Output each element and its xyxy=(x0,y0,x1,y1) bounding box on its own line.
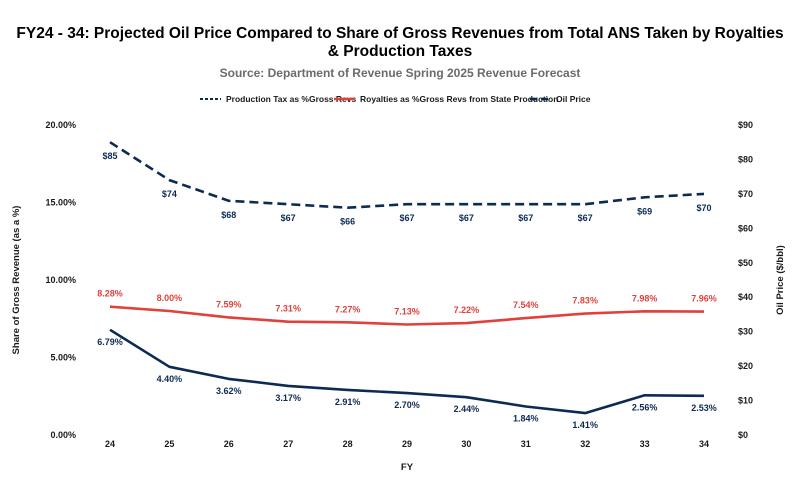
data-label-oil-price: $67 xyxy=(518,213,533,223)
data-label-oil-price: $68 xyxy=(221,210,236,220)
chart-subtitle: Source: Department of Revenue Spring 202… xyxy=(220,66,581,80)
right-axis-tick-label: $10 xyxy=(738,396,753,406)
data-label-oil-price: $66 xyxy=(340,217,355,227)
legend-label-royalties: Royalties as %Gross Revs from State Prod… xyxy=(360,94,558,104)
x-axis-tick-label: 25 xyxy=(164,439,174,449)
right-axis-tick-label: $40 xyxy=(738,292,753,302)
x-axis-tick-label: 24 xyxy=(105,439,115,449)
data-label-production-tax-as-gross-revs: 1.41% xyxy=(572,420,598,430)
data-label-royalties-as-gross-revs-from-state-production: 7.22% xyxy=(454,305,480,315)
data-label-production-tax-as-gross-revs: 2.91% xyxy=(335,397,361,407)
data-label-production-tax-as-gross-revs: 3.17% xyxy=(275,393,301,403)
right-axis-tick-label: $30 xyxy=(738,327,753,337)
left-axis-tick-label: 0.00% xyxy=(50,430,76,440)
x-axis-label: FY xyxy=(401,462,414,473)
data-label-royalties-as-gross-revs-from-state-production: 7.27% xyxy=(335,304,361,314)
right-axis-tick-label: $60 xyxy=(738,223,753,233)
data-label-royalties-as-gross-revs-from-state-production: 7.59% xyxy=(216,299,242,309)
chart-title-line-1: FY24 - 34: Projected Oil Price Compared … xyxy=(16,25,783,42)
right-axis-tick-label: $0 xyxy=(738,430,748,440)
data-label-production-tax-as-gross-revs: 2.44% xyxy=(454,404,480,414)
data-label-production-tax-as-gross-revs: 2.53% xyxy=(691,403,717,413)
right-axis-ticks: $0 $10 $20 $30 $40 $50 $60 $70 $80 $90 xyxy=(738,120,753,440)
x-axis-tick-label: 29 xyxy=(402,439,412,449)
left-axis-tick-label: 10.00% xyxy=(45,275,76,285)
left-axis-ticks: 0.00% 5.00% 10.00% 15.00% 20.00% xyxy=(45,120,76,440)
data-label-oil-price: $67 xyxy=(281,213,296,223)
x-axis-tick-label: 34 xyxy=(699,439,709,449)
series-line-oil-price xyxy=(109,141,705,209)
data-labels: 6.79% 4.40% 3.62% 3.17% 2.91% 2.70% 2.44% 1.84%… xyxy=(97,151,717,430)
legend-label-oil-price: Oil Price xyxy=(556,94,591,104)
series-line-production-tax-as-gross-revs xyxy=(109,328,705,415)
right-axis-tick-label: $70 xyxy=(738,189,753,199)
right-axis-tick-label: $50 xyxy=(738,258,753,268)
data-label-royalties-as-gross-revs-from-state-production: 7.54% xyxy=(513,300,539,310)
x-axis-tick-label: 32 xyxy=(580,439,590,449)
data-label-oil-price: $67 xyxy=(578,213,593,223)
right-axis-tick-label: $20 xyxy=(738,361,753,371)
series-line-royalties-as-gross-revs-from-state-production xyxy=(109,305,705,326)
data-label-production-tax-as-gross-revs: 2.56% xyxy=(632,402,658,412)
data-label-production-tax-as-gross-revs: 2.70% xyxy=(394,400,420,410)
right-axis-tick-label: $90 xyxy=(738,120,753,130)
right-axis-label: Oil Price ($/bbl) xyxy=(775,245,786,315)
left-axis-label: Share of Gross Revenue (as a %) xyxy=(11,206,22,355)
data-label-royalties-as-gross-revs-from-state-production: 8.00% xyxy=(157,293,183,303)
x-axis-tick-label: 30 xyxy=(461,439,471,449)
x-axis-tick-label: 33 xyxy=(640,439,650,449)
data-label-oil-price: $69 xyxy=(637,206,652,216)
data-label-oil-price: $85 xyxy=(102,151,117,161)
chart-title-line-2: & Production Taxes xyxy=(328,43,472,60)
left-axis-tick-label: 5.00% xyxy=(50,353,76,363)
left-axis-tick-label: 20.00% xyxy=(45,120,76,130)
x-axis-tick-label: 26 xyxy=(224,439,234,449)
data-label-royalties-as-gross-revs-from-state-production: 8.28% xyxy=(97,289,123,299)
x-axis-tick-label: 27 xyxy=(283,439,293,449)
data-label-royalties-as-gross-revs-from-state-production: 7.31% xyxy=(275,304,301,314)
data-label-royalties-as-gross-revs-from-state-production: 7.96% xyxy=(691,294,717,304)
x-axis-ticks: 24 25 26 27 28 29 30 31 32 33 34 xyxy=(105,439,709,449)
legend-label-production-tax: Production Tax as %Gross Revs xyxy=(226,94,356,104)
data-label-production-tax-as-gross-revs: 6.79% xyxy=(97,337,123,347)
data-label-production-tax-as-gross-revs: 1.84% xyxy=(513,413,539,423)
chart-legend: Production Tax as %Gross Revs Royalties … xyxy=(200,94,591,104)
data-label-oil-price: $70 xyxy=(696,203,711,213)
x-axis-tick-label: 31 xyxy=(521,439,531,449)
left-axis-tick-label: 15.00% xyxy=(45,198,76,208)
right-axis-tick-label: $80 xyxy=(738,154,753,164)
data-label-royalties-as-gross-revs-from-state-production: 7.13% xyxy=(394,306,420,316)
data-label-production-tax-as-gross-revs: 4.40% xyxy=(157,374,183,384)
data-label-royalties-as-gross-revs-from-state-production: 7.98% xyxy=(632,293,658,303)
data-label-production-tax-as-gross-revs: 3.62% xyxy=(216,386,242,396)
data-label-royalties-as-gross-revs-from-state-production: 7.83% xyxy=(572,296,598,306)
data-label-oil-price: $67 xyxy=(459,213,474,223)
series-lines xyxy=(109,141,705,415)
data-label-oil-price: $74 xyxy=(162,189,177,199)
data-label-oil-price: $67 xyxy=(399,213,414,223)
x-axis-tick-label: 28 xyxy=(343,439,353,449)
